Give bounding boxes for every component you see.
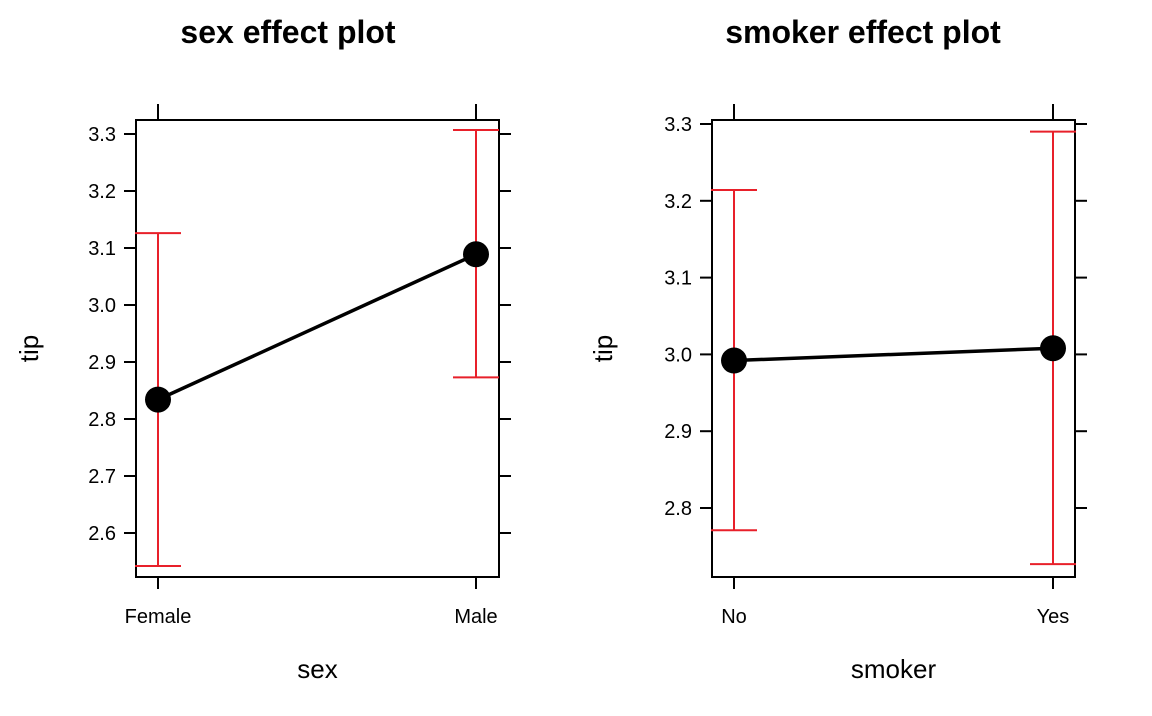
effect-line	[157, 252, 477, 402]
data-point	[145, 386, 171, 413]
y-tick-label: 3.3	[664, 114, 692, 136]
y-tick-label: 3.0	[664, 344, 692, 366]
sex-plot-frame	[135, 119, 500, 578]
x-tick-label: Yes	[1037, 606, 1070, 628]
smoker-plot-frame	[711, 119, 1076, 578]
y-tick-label: 3.0	[88, 295, 116, 317]
y-tick-label: 2.9	[664, 421, 692, 443]
y-tick-label: 3.3	[88, 124, 116, 146]
x-tick-label: No	[721, 606, 747, 628]
data-point	[1040, 335, 1066, 362]
smoker-y-axis-label: tip	[588, 335, 618, 362]
y-tick-label: 2.8	[664, 498, 692, 520]
sex-plot-title: sex effect plot	[180, 14, 396, 50]
y-tick-label: 2.7	[88, 466, 116, 488]
y-tick-label: 2.9	[88, 352, 116, 374]
smoker-effect-panel: smoker effect plot 2.8 2.9 3.0 3.1 3.2 3.3 No Ye…	[588, 14, 1087, 684]
data-point	[721, 347, 747, 374]
y-tick-label: 3.1	[88, 238, 116, 260]
smoker-plot-title: smoker effect plot	[725, 14, 1001, 50]
sex-effect-panel: sex effect plot 2.6 2.7 2.8 2.9 3.0 3.1 3.2 3.3 F…	[14, 14, 511, 684]
effect-line	[733, 346, 1054, 363]
sex-x-axis-label: sex	[297, 654, 337, 684]
y-tick-label: 2.8	[88, 409, 116, 431]
y-tick-label: 3.2	[664, 191, 692, 213]
x-tick-label: Male	[454, 606, 497, 628]
y-tick-label: 3.1	[664, 268, 692, 290]
sex-y-axis-label: tip	[14, 335, 44, 362]
y-tick-label: 3.2	[88, 181, 116, 203]
data-point	[463, 241, 489, 268]
y-tick-label: 2.6	[88, 523, 116, 545]
smoker-x-axis-label: smoker	[851, 654, 937, 684]
x-tick-label: Female	[125, 606, 192, 628]
